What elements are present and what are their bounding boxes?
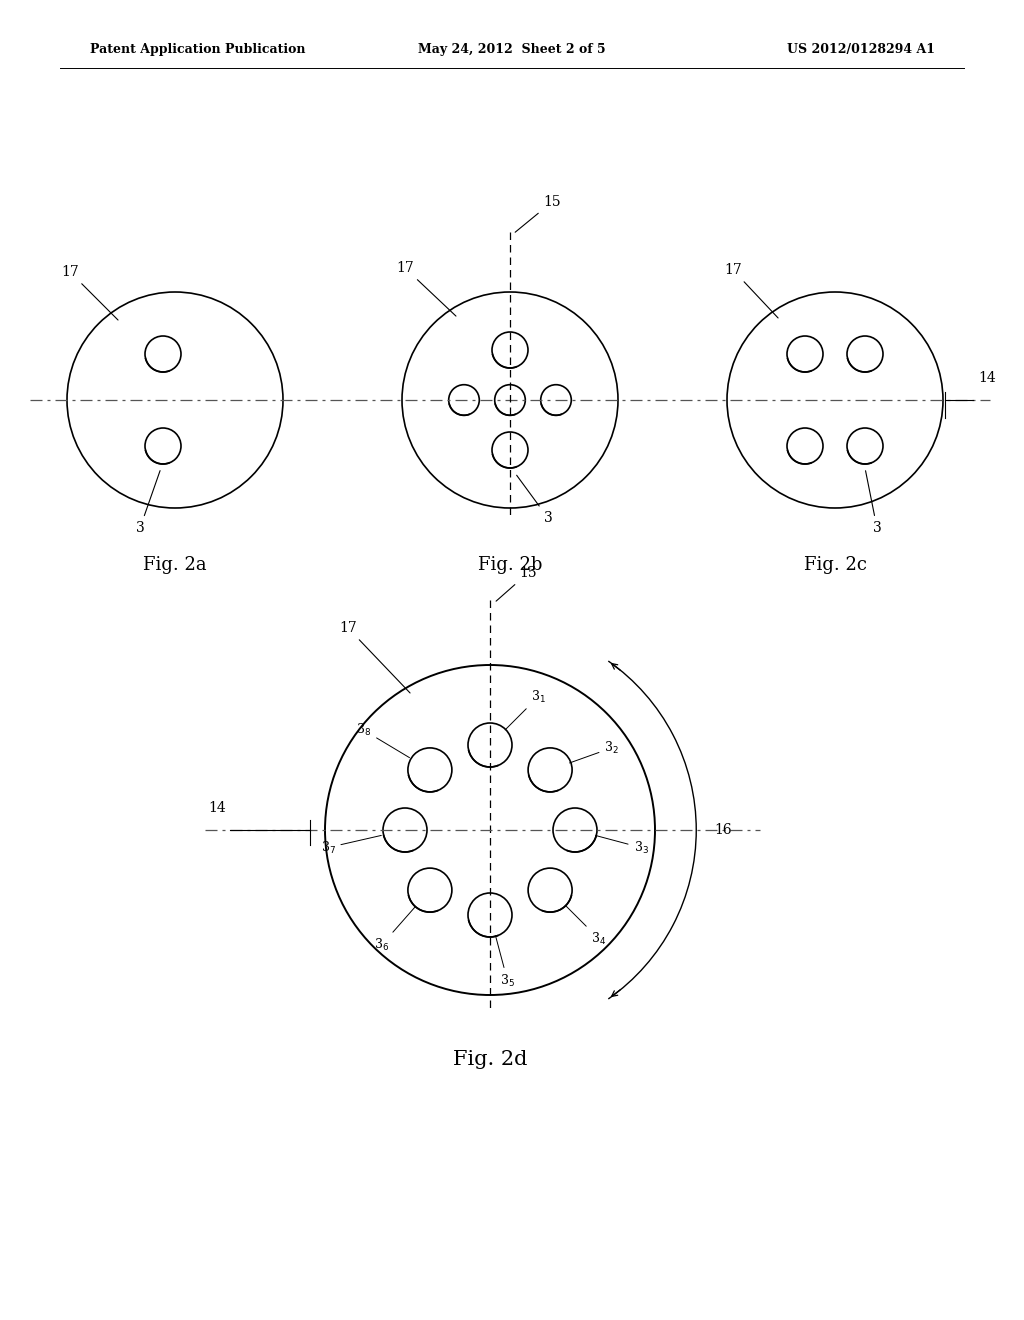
Text: Fig. 2d: Fig. 2d <box>453 1049 527 1069</box>
Text: Fig. 2a: Fig. 2a <box>143 556 207 574</box>
Text: 3$_3$: 3$_3$ <box>596 836 648 855</box>
Text: 17: 17 <box>724 263 778 318</box>
Text: 3: 3 <box>135 471 160 535</box>
Text: 3$_1$: 3$_1$ <box>505 689 546 730</box>
Text: 3$_8$: 3$_8$ <box>356 722 410 758</box>
Text: 15: 15 <box>515 195 561 232</box>
Text: 3$_5$: 3$_5$ <box>496 936 515 989</box>
Text: May 24, 2012  Sheet 2 of 5: May 24, 2012 Sheet 2 of 5 <box>418 44 606 57</box>
Text: 3$_7$: 3$_7$ <box>321 836 381 855</box>
Text: US 2012/0128294 A1: US 2012/0128294 A1 <box>787 44 935 57</box>
Text: 3$_2$: 3$_2$ <box>569 739 620 763</box>
Text: 16: 16 <box>715 822 732 837</box>
Text: 3: 3 <box>517 475 552 525</box>
Text: 14: 14 <box>208 801 226 814</box>
Text: 17: 17 <box>339 620 410 693</box>
Text: Fig. 2c: Fig. 2c <box>804 556 866 574</box>
Text: 3$_4$: 3$_4$ <box>565 906 606 946</box>
Text: 17: 17 <box>61 265 118 319</box>
Text: 17: 17 <box>396 261 456 315</box>
Text: Patent Application Publication: Patent Application Publication <box>90 44 305 57</box>
Text: 14: 14 <box>978 371 995 385</box>
Text: 3: 3 <box>865 471 882 535</box>
Text: 3$_6$: 3$_6$ <box>374 907 415 953</box>
Text: 15: 15 <box>496 566 537 601</box>
Text: Fig. 2b: Fig. 2b <box>478 556 542 574</box>
